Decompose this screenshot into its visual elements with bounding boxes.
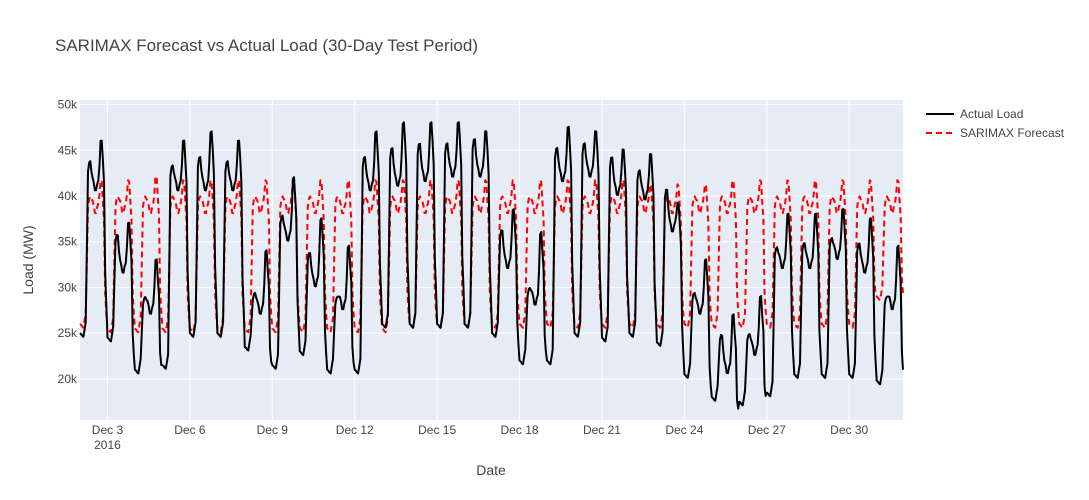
- legend-item[interactable]: Actual Load: [926, 107, 1023, 121]
- y-tick-label: 35k: [58, 235, 78, 249]
- x-tick-label: Dec 30: [830, 423, 868, 437]
- x-tick-label: Dec 27: [748, 423, 786, 437]
- x-tick-label: Dec 24: [665, 423, 703, 437]
- y-axis-title: Load (MW): [20, 225, 36, 294]
- y-tick-label: 45k: [58, 143, 78, 157]
- x-tick-label: Dec 6: [174, 423, 206, 437]
- plot-background: [80, 100, 903, 420]
- y-tick-label: 25k: [58, 326, 78, 340]
- x-tick-year-label: 2016: [94, 438, 121, 452]
- legend[interactable]: Actual Load SARIMAX Forecast: [926, 107, 1065, 140]
- y-tick-label: 50k: [58, 98, 78, 112]
- x-tick-label: Dec 9: [257, 423, 289, 437]
- series-layer: [79, 121, 904, 410]
- series-line-actual-load: [79, 121, 904, 410]
- x-tick-label: Dec 21: [583, 423, 621, 437]
- x-tick-label: Dec 15: [418, 423, 456, 437]
- x-tick-label: Dec 18: [501, 423, 539, 437]
- x-tick-label: Dec 3: [92, 423, 124, 437]
- legend-label: Actual Load: [960, 107, 1023, 121]
- legend-label: SARIMAX Forecast: [960, 126, 1065, 140]
- y-tick-label: 20k: [58, 372, 78, 386]
- x-tick-label: Dec 12: [336, 423, 374, 437]
- legend-item[interactable]: SARIMAX Forecast: [926, 126, 1065, 140]
- y-tick-label: 30k: [58, 280, 78, 294]
- y-tick-labels: 20k 25k 30k 35k 40k 45k 50k: [58, 98, 78, 386]
- chart-title: SARIMAX Forecast vs Actual Load (30-Day …: [55, 36, 478, 55]
- y-tick-label: 40k: [58, 189, 78, 203]
- x-axis-title: Date: [476, 462, 506, 478]
